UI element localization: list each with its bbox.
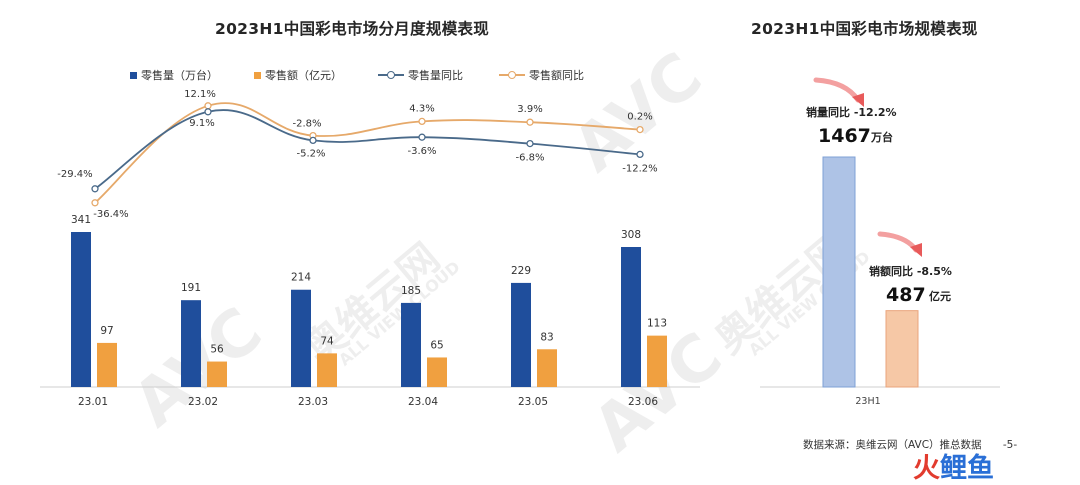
point-volume-yoy <box>309 136 317 145</box>
left-chart-title: 2023H1中国彩电市场分月度规模表现 <box>215 20 490 38</box>
point-value-yoy <box>204 102 212 110</box>
data-label-value-yoy: 12.1% <box>184 89 216 100</box>
volume-yoy-annotation: 销量同比 -12.2% <box>806 105 897 119</box>
watermark-cn-2: 奥维云网 <box>706 224 859 363</box>
legend-label: 零售量同比 <box>408 69 463 82</box>
data-label-volume-yoy: -3.6% <box>407 146 436 157</box>
data-label-volume: 341 <box>71 214 91 226</box>
value-yoy-annotation: 销额同比 -8.5% <box>869 264 952 278</box>
x-tick-label: 23.02 <box>188 396 218 408</box>
legend-line-volume <box>378 70 404 80</box>
x-tick-label: 23.05 <box>518 396 548 408</box>
line-value-yoy <box>94 102 641 204</box>
trend-arrowhead-value <box>910 243 922 257</box>
watermark-en-2: ALL VIEW CLOUD <box>745 247 874 360</box>
data-label-volume: 229 <box>511 265 531 277</box>
legend-sales-volume: 零售量（万台） <box>130 67 218 83</box>
trend-arrow-value <box>877 231 919 253</box>
legend-swatch-value <box>254 71 261 79</box>
volume-total-unit: 万台 <box>870 130 893 144</box>
legend: 零售量（万台） 零售额（亿元） 零售量同比 零售额同比 <box>130 67 620 83</box>
x-tick-label: 23.06 <box>628 396 658 408</box>
bar-sales-volume <box>621 247 641 387</box>
bar-sales-volume <box>401 302 421 387</box>
legend-label: 零售额同比 <box>529 69 584 82</box>
bar-sales-value <box>647 335 667 387</box>
line-volume-yoy <box>94 109 641 190</box>
trend-arrowhead-volume <box>852 93 864 107</box>
source-text: 数据来源：奥维云网（AVC）推总数据 <box>803 439 982 451</box>
bar-sales-value <box>97 342 117 387</box>
data-label-volume: 191 <box>181 282 201 294</box>
data-label-value-yoy: 0.2% <box>627 112 652 123</box>
point-volume-yoy <box>204 108 212 116</box>
bar-sales-value <box>537 349 557 387</box>
data-label-value-yoy: -2.8% <box>292 119 321 130</box>
monthly-chart: 341 97 23.01 191 56 23.02 214 74 23.03 185 65 23.04… <box>40 89 700 408</box>
legend-label: 零售量（万台） <box>141 69 218 82</box>
data-label-volume-yoy: -29.4% <box>57 169 92 180</box>
point-volume-yoy <box>526 139 534 148</box>
x-tick-label: 23.03 <box>298 396 328 408</box>
data-label-volume-yoy: -5.2% <box>296 148 325 159</box>
data-label-value: 97 <box>100 325 113 337</box>
x-tick-label: 23.04 <box>408 396 438 408</box>
bar-total-value <box>885 310 919 388</box>
data-label-volume: 185 <box>401 285 421 297</box>
legend-value-yoy: 零售额同比 <box>499 67 584 83</box>
logo-part-1: 火 <box>913 453 940 484</box>
point-value-yoy <box>526 118 534 126</box>
data-label-value-yoy: 3.9% <box>517 104 542 115</box>
source-note: 数据来源：奥维云网（AVC）推总数据 -5- <box>803 437 1017 452</box>
data-label-value-yoy: 4.3% <box>409 103 434 114</box>
data-label-volume-yoy: -12.2% <box>622 163 657 174</box>
data-label-volume-yoy: 9.1% <box>189 118 214 129</box>
bar-total-volume <box>822 156 856 388</box>
point-value-yoy <box>636 125 644 134</box>
legend-swatch-volume <box>130 71 137 79</box>
data-label-value: 83 <box>540 331 553 343</box>
bar-sales-volume <box>511 282 531 387</box>
value-total-value: 487 <box>886 284 926 306</box>
volume-total-value: 1467 <box>818 125 871 147</box>
x-tick-label: 23H1 <box>855 396 880 407</box>
data-label-value: 113 <box>647 318 667 330</box>
data-label-value-yoy: -36.4% <box>93 209 128 220</box>
bar-sales-value <box>427 357 447 387</box>
bar-sales-value <box>317 353 337 387</box>
legend-label: 零售额（亿元） <box>265 69 342 82</box>
data-label-volume-yoy: -6.8% <box>515 153 544 164</box>
legend-line-value <box>499 70 525 80</box>
legend-sales-value: 零售额（亿元） <box>254 67 342 83</box>
data-label-volume: 214 <box>291 272 311 284</box>
data-label-value: 56 <box>210 344 224 356</box>
trend-arrow-volume <box>813 77 861 103</box>
data-label-volume: 308 <box>621 229 641 241</box>
right-chart-title: 2023H1中国彩电市场规模表现 <box>751 20 978 38</box>
point-value-yoy <box>418 117 426 126</box>
legend-volume-yoy: 零售量同比 <box>378 67 463 83</box>
data-label-value: 74 <box>320 335 334 347</box>
page-number: -5- <box>1002 439 1018 451</box>
point-volume-yoy <box>418 133 426 141</box>
value-total-unit: 亿元 <box>929 289 951 303</box>
bar-sales-volume <box>181 300 201 387</box>
data-label-value: 65 <box>430 339 443 351</box>
point-volume-yoy <box>91 185 99 193</box>
point-volume-yoy <box>636 150 644 159</box>
bar-sales-volume <box>291 289 311 387</box>
point-value-yoy <box>91 199 99 207</box>
bar-sales-value <box>207 361 227 387</box>
bar-sales-volume <box>71 232 91 387</box>
logo-part-2: 鲤鱼 <box>940 453 994 484</box>
brand-logo: 火鲤鱼 <box>913 446 994 485</box>
x-tick-label: 23.01 <box>78 396 108 408</box>
